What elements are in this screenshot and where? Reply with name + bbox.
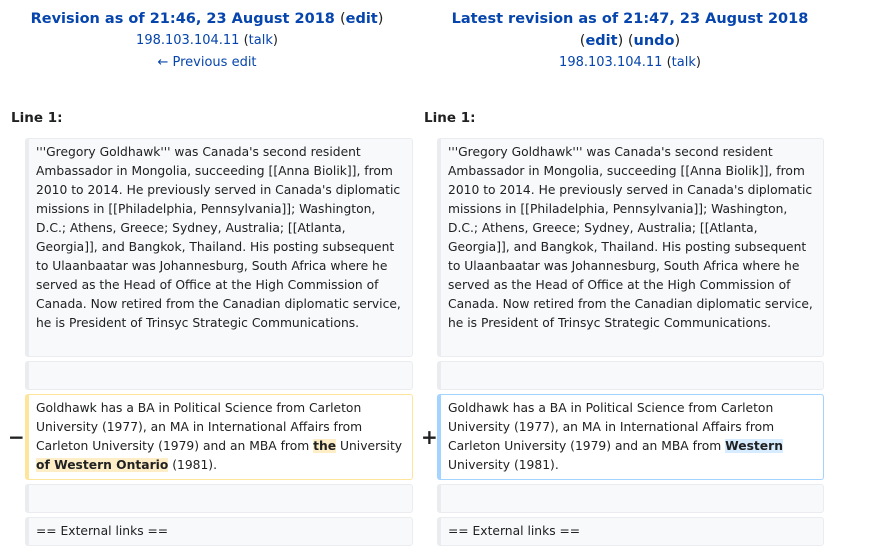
deleted-text-before: Goldhawk has a BA in Political Science f… bbox=[36, 401, 363, 453]
new-talk-link[interactable]: talk bbox=[671, 55, 696, 70]
new-context-empty-2 bbox=[437, 484, 824, 513]
added-line: Goldhawk has a BA in Political Science f… bbox=[437, 394, 824, 480]
old-context-empty-2 bbox=[25, 484, 413, 513]
deleted-text-after: (1981). bbox=[168, 458, 218, 472]
added-word-western: Western bbox=[725, 439, 783, 453]
new-line-number: Line 1: bbox=[424, 110, 476, 126]
new-revision-header: Latest revision as of 21:47, 23 August 2… bbox=[430, 8, 830, 74]
added-text-before: Goldhawk has a BA in Political Science f… bbox=[448, 401, 775, 453]
deleted-line: Goldhawk has a BA in Political Science f… bbox=[25, 394, 413, 480]
old-revision-user-row: 198.103.104.11 (talk) bbox=[136, 33, 278, 48]
added-text-after: University (1981). bbox=[448, 458, 559, 472]
new-revision-title-link[interactable]: Latest revision as of 21:47, 23 August 2… bbox=[451, 11, 809, 27]
old-context-paragraph: '''Gregory Goldhawk''' was Canada's seco… bbox=[25, 138, 413, 357]
added-marker: + bbox=[421, 425, 438, 449]
new-context-empty bbox=[437, 361, 824, 390]
old-external-links-heading: == External links == bbox=[25, 517, 413, 546]
deleted-marker: − bbox=[8, 425, 25, 449]
old-edit-link[interactable]: edit bbox=[345, 11, 378, 27]
old-revision-title-row: Revision as of 21:46, 23 August 2018 (ed… bbox=[30, 11, 384, 27]
deleted-phrase-western-ontario: of Western Ontario bbox=[36, 458, 169, 472]
new-revision-actions: (edit) (undo) bbox=[579, 33, 681, 49]
old-talk-link[interactable]: talk bbox=[248, 33, 273, 48]
new-context-paragraph: '''Gregory Goldhawk''' was Canada's seco… bbox=[437, 138, 824, 357]
undo-link[interactable]: undo bbox=[633, 33, 675, 49]
new-revision-user-row: 198.103.104.11 (talk) bbox=[559, 55, 701, 70]
new-revision-title-row: Latest revision as of 21:47, 23 August 2… bbox=[430, 8, 830, 30]
new-edit-link[interactable]: edit bbox=[585, 33, 618, 49]
new-external-links-heading: == External links == bbox=[437, 517, 824, 546]
old-context-empty bbox=[25, 361, 413, 390]
old-user-link[interactable]: 198.103.104.11 bbox=[136, 33, 240, 48]
old-revision-title-link[interactable]: Revision as of 21:46, 23 August 2018 bbox=[30, 11, 335, 27]
old-line-number: Line 1: bbox=[11, 110, 63, 126]
new-user-link[interactable]: 198.103.104.11 bbox=[559, 55, 663, 70]
deleted-word-the: the bbox=[313, 439, 337, 453]
previous-edit-link[interactable]: ← Previous edit bbox=[157, 55, 257, 70]
old-revision-header: Revision as of 21:46, 23 August 2018 (ed… bbox=[22, 8, 392, 74]
deleted-text-mid: University bbox=[336, 439, 403, 453]
